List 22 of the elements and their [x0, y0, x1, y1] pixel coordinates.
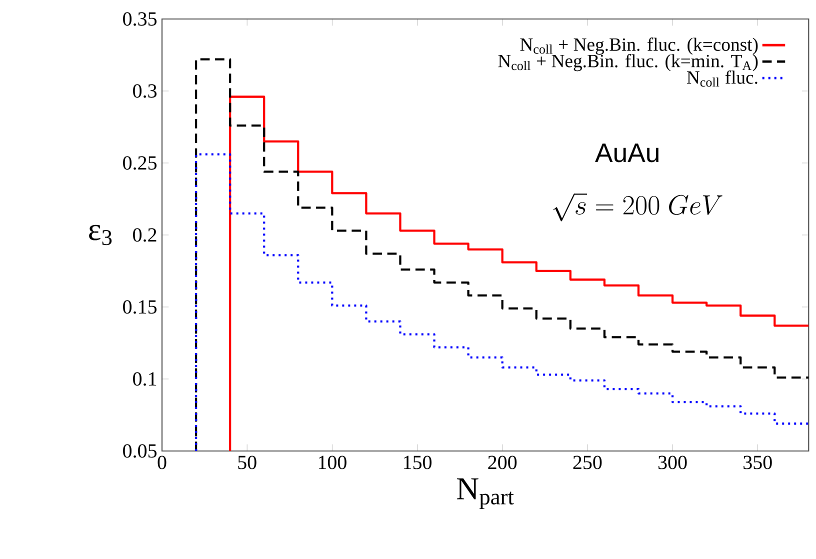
- y-tick-label: 0.35: [123, 12, 157, 26]
- x-tick-label: 200: [488, 456, 517, 470]
- y-tick-label: 0.3: [133, 84, 157, 98]
- legend-label: N$_{coll}$ fluc.: [686, 70, 758, 87]
- legend-label: N$_{coll}$ + Neg.Bin. fluc. (k=min. T$_{A}$): [498, 54, 758, 72]
- annotation: AuAu: [595, 144, 658, 162]
- y-axis-title: ε$_{3}$: [89, 224, 112, 246]
- y-tick-label: 0.05: [123, 444, 157, 458]
- y-tick-label: 0.2: [133, 228, 156, 242]
- y-tick-label: 0.15: [123, 300, 157, 314]
- y-tick-label: 0.1: [133, 372, 156, 386]
- x-axis-title: N$_{part}$: [456, 478, 514, 510]
- legend-label: N$_{coll}$ + Neg.Bin. fluc. (k=const): [520, 38, 758, 55]
- x-tick-label: 250: [573, 456, 602, 470]
- x-tick-label: 300: [658, 456, 687, 470]
- annotation: $\sqrt{s} = 200\ GeV$: [553, 194, 722, 222]
- x-tick-label: 0: [158, 456, 166, 470]
- x-tick-label: 350: [744, 456, 772, 470]
- x-tick-label: 150: [404, 456, 432, 470]
- x-tick-label: 50: [238, 456, 256, 470]
- y-tick-label: 0.25: [123, 156, 157, 170]
- x-tick-label: 100: [318, 456, 346, 470]
